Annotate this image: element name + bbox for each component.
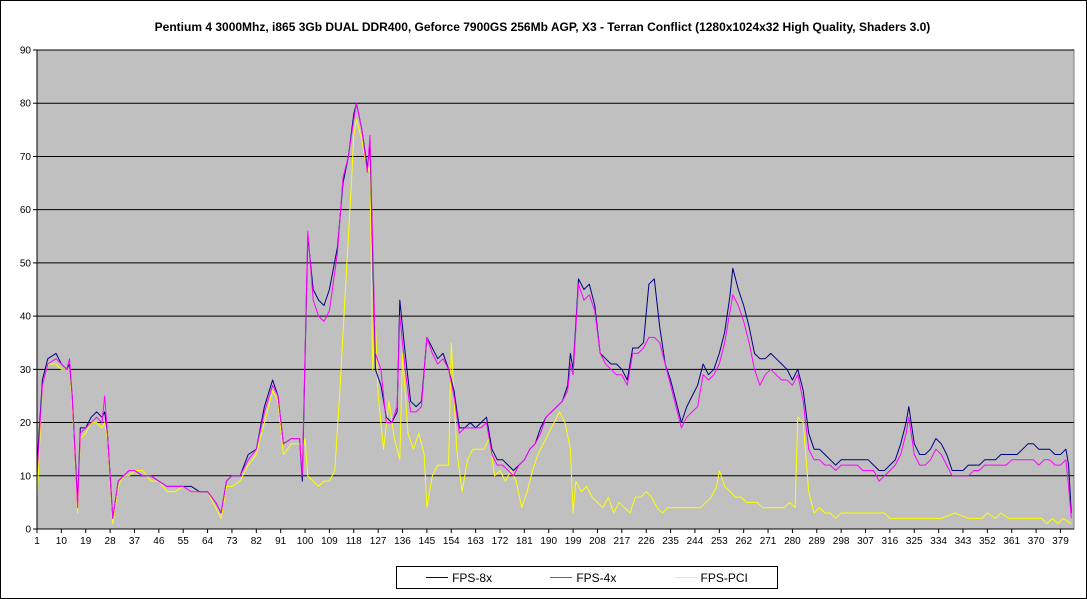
x-tick-label-91: 91 <box>275 536 287 547</box>
x-tick-label-289: 289 <box>808 536 825 547</box>
x-tick-label-109: 109 <box>321 536 338 547</box>
x-tick-label-28: 28 <box>105 536 117 547</box>
plot-background <box>36 49 1075 530</box>
axes <box>36 50 1074 530</box>
x-tick-label-199: 199 <box>565 536 582 547</box>
legend-swatch-fps-8x <box>426 577 449 578</box>
x-tick-label-136: 136 <box>394 536 411 547</box>
chart-title: Pentium 4 3000Mhz, i865 3Gb DUAL DDR400,… <box>154 20 931 34</box>
y-tick-label-50: 50 <box>20 258 32 269</box>
x-tick-label-271: 271 <box>760 536 777 547</box>
x-tick-label-100: 100 <box>297 536 314 547</box>
y-tick-label-70: 70 <box>20 152 32 163</box>
y-axis-ticks: 0 10 20 30 40 50 60 70 80 90 <box>20 46 37 536</box>
x-tick-label-19: 19 <box>80 536 92 547</box>
x-tick-label-361: 361 <box>1003 536 1020 547</box>
legend: FPS-8x FPS-4x FPS-PCI <box>396 566 778 589</box>
x-tick-label-334: 334 <box>930 536 947 547</box>
legend-label-fps-4x: FPS-4x <box>576 570 617 585</box>
x-tick-label-145: 145 <box>419 536 436 547</box>
legend-item-fps-4x: FPS-4x <box>550 571 616 585</box>
series-line-fps-pci <box>36 118 1072 525</box>
legend-swatch-fps-pci <box>674 577 697 578</box>
legend-item-fps-pci: FPS-PCI <box>674 570 748 585</box>
x-tick-label-370: 370 <box>1028 536 1045 547</box>
x-tick-label-307: 307 <box>857 536 874 547</box>
x-tick-label-127: 127 <box>370 536 387 547</box>
x-tick-label-208: 208 <box>589 536 606 547</box>
x-tick-label-244: 244 <box>687 536 704 547</box>
x-tick-label-325: 325 <box>906 536 923 547</box>
x-tick-label-181: 181 <box>516 536 533 547</box>
x-tick-label-64: 64 <box>202 536 214 547</box>
x-tick-label-190: 190 <box>540 536 557 547</box>
gridlines <box>37 49 1074 477</box>
y-tick-label-40: 40 <box>20 312 32 323</box>
x-tick-label-379: 379 <box>1052 536 1069 547</box>
legend-label-fps-pci: FPS-PCI <box>700 570 748 585</box>
x-tick-label-55: 55 <box>178 536 190 547</box>
x-tick-label-73: 73 <box>226 536 238 547</box>
x-tick-label-226: 226 <box>638 536 655 547</box>
y-tick-label-90: 90 <box>20 46 32 57</box>
x-tick-label-235: 235 <box>662 536 679 547</box>
x-tick-label-352: 352 <box>979 536 996 547</box>
y-tick-label-30: 30 <box>20 365 32 376</box>
x-tick-label-118: 118 <box>346 536 362 547</box>
x-tick-label-1: 1 <box>34 536 40 547</box>
y-tick-label-80: 80 <box>20 99 32 110</box>
x-tick-label-172: 172 <box>492 536 509 547</box>
series-line-fps-4x <box>36 102 1072 519</box>
x-tick-label-217: 217 <box>613 536 630 547</box>
x-tick-label-163: 163 <box>467 536 484 547</box>
series-layer <box>36 102 1072 525</box>
legend-item-fps-8x: FPS-8x <box>426 571 492 585</box>
x-tick-label-262: 262 <box>735 536 752 547</box>
x-tick-label-280: 280 <box>784 536 801 547</box>
x-axis-ticks: 1 10 19 28 37 46 55 64 73 82 91 100 109 118 127 136 145 1… <box>34 529 1069 547</box>
y-tick-label-10: 10 <box>20 471 32 482</box>
x-tick-label-298: 298 <box>833 536 850 547</box>
x-tick-label-253: 253 <box>711 536 728 547</box>
x-tick-label-82: 82 <box>251 536 263 547</box>
x-tick-label-10: 10 <box>56 536 68 547</box>
x-tick-label-316: 316 <box>882 536 899 547</box>
y-tick-label-20: 20 <box>20 418 32 429</box>
y-tick-label-0: 0 <box>25 525 31 536</box>
y-tick-label-60: 60 <box>20 205 32 216</box>
legend-label-fps-8x: FPS-8x <box>452 570 493 585</box>
x-tick-label-154: 154 <box>443 536 460 547</box>
plot-area <box>36 49 1075 530</box>
x-tick-label-343: 343 <box>955 536 972 547</box>
x-tick-label-37: 37 <box>129 536 141 547</box>
x-tick-label-46: 46 <box>153 536 165 547</box>
legend-swatch-fps-4x <box>550 577 573 578</box>
